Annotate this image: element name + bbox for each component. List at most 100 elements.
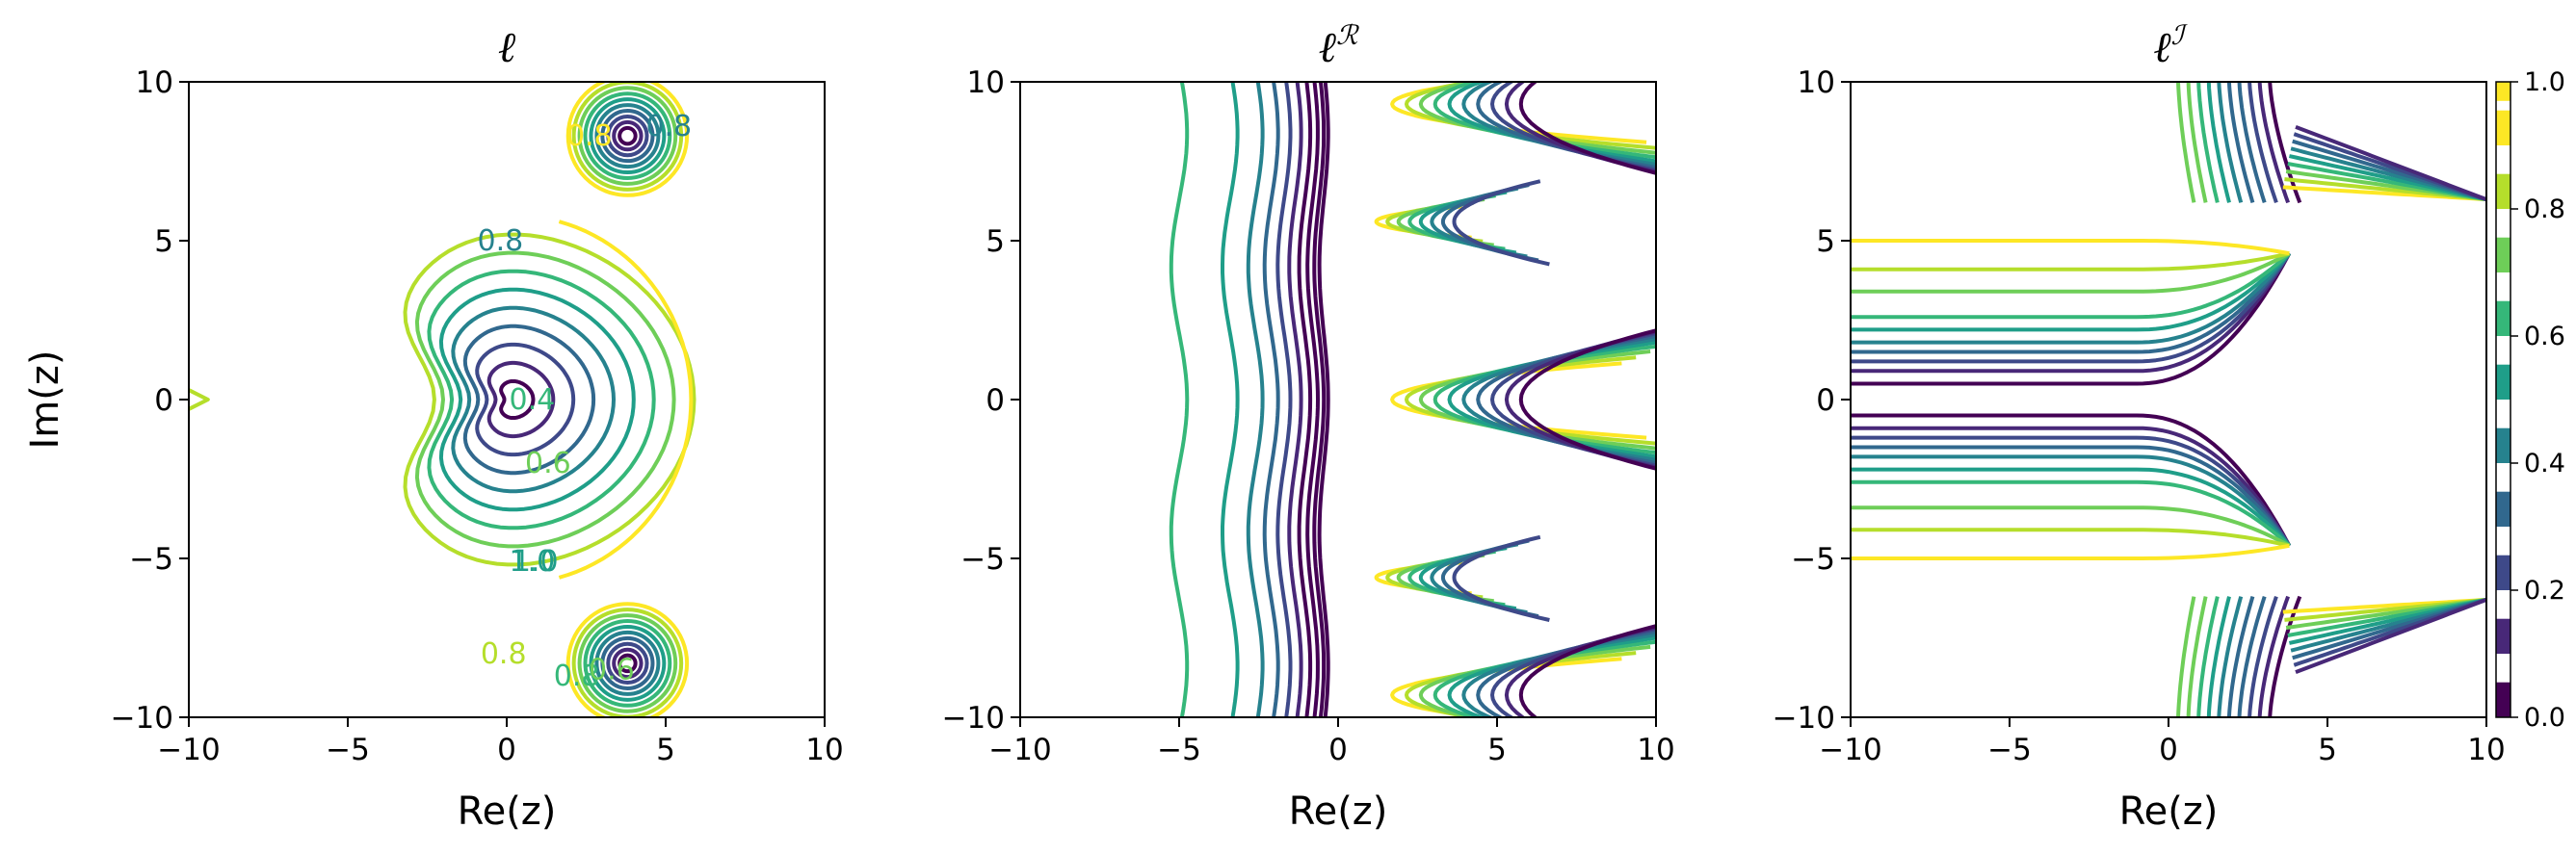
contour-line-fan <box>2247 82 2278 204</box>
contour-line-horizontal <box>1851 252 2292 364</box>
contour-line-0.4 <box>462 323 596 476</box>
colorbar-band <box>2496 618 2510 654</box>
contour-label: 0.6 <box>589 653 635 686</box>
x-tick-label: 5 <box>656 733 675 767</box>
x-tick-label: 10 <box>2467 733 2505 767</box>
contour-line-vertical <box>1317 82 1330 717</box>
contour-line-horizontal <box>1851 479 2291 548</box>
contour-line-lobe <box>565 82 690 197</box>
colorbar-band <box>2496 237 2510 272</box>
y-tick-label: −5 <box>1791 542 1835 577</box>
contour-line-vertical <box>1275 82 1293 717</box>
colorbar: 0.0 0.2 0.4 0.6 0.8 1.0 <box>2495 67 2565 733</box>
colorbar-tick-label: 1.0 <box>2524 67 2565 97</box>
contour-line-0.6 <box>438 287 636 512</box>
contour-line-edge <box>189 388 210 411</box>
contour-line-fan <box>2226 596 2255 717</box>
y-tick-label: 10 <box>1798 65 1835 100</box>
contour-line-fan <box>2206 596 2231 717</box>
contour-line-lobe <box>600 109 655 164</box>
y-tick-label: −5 <box>129 542 173 577</box>
colorbar-band <box>2496 682 2510 717</box>
y-tick-label: 0 <box>1816 383 1835 418</box>
contour-line-fan <box>2196 596 2220 717</box>
y-tick-label: 0 <box>986 383 1005 418</box>
y-tick-label: 5 <box>986 224 1005 259</box>
contour-line-horizontal <box>1851 454 2291 548</box>
y-tick-label: 5 <box>1816 224 1835 259</box>
colorbar-tick-label: 0.6 <box>2524 322 2565 351</box>
contour-line-lobe <box>589 624 667 702</box>
colorbar-band <box>2496 491 2510 527</box>
x-tick-label: 5 <box>2318 733 2337 767</box>
x-tick-label: 10 <box>1637 733 1674 767</box>
contour-line-horizontal <box>1851 413 2292 547</box>
colorbar-band <box>2496 427 2510 463</box>
colorbar-band <box>2496 364 2510 400</box>
contour-line-horizontal <box>1851 252 2292 374</box>
contour-line-0.7 <box>427 269 656 531</box>
contour-line-vertical <box>1312 82 1327 717</box>
contour-line-vertical <box>1305 82 1320 717</box>
contour-line-horizontal <box>1851 252 2292 386</box>
plot-frame-l <box>188 81 826 718</box>
contour-line-lobe <box>565 602 690 717</box>
contour-line-0.2 <box>486 360 556 439</box>
xlabel-li: Re(z) <box>2119 789 2219 834</box>
x-tick-label: 0 <box>497 733 516 767</box>
contour-line-lobe <box>594 103 661 169</box>
contour-line-lobe <box>612 119 644 152</box>
contour-line-sub <box>1452 179 1550 267</box>
x-tick-label: −10 <box>157 733 220 767</box>
contour-line-swoosh <box>2295 597 2486 674</box>
contour-line-horizontal <box>1851 426 2292 547</box>
contour-line-vertical <box>1262 82 1280 717</box>
x-tick-label: 5 <box>1487 733 1507 767</box>
colorbar-tick-label: 0.0 <box>2524 703 2565 733</box>
x-tick-label: −5 <box>1157 733 1201 767</box>
contour-line-horizontal <box>1851 505 2291 548</box>
contour-line-fan <box>2268 595 2302 717</box>
colorbar-tick-label: 0.2 <box>2524 576 2565 606</box>
contour-line-parabola <box>1518 624 1656 717</box>
contour-line-horizontal <box>1851 528 2290 548</box>
contour-line-horizontal <box>1851 435 2292 547</box>
contour-line-fan <box>2257 595 2290 717</box>
contour-line-0.3 <box>475 342 576 457</box>
axis-ticks-li: −10−10 −5 −5 0 0 5 5 10 10 <box>1773 65 2506 767</box>
contour-line-vertical <box>1169 82 1190 717</box>
title-lr: ℓℛ <box>1319 19 1359 72</box>
contour-lines-li <box>1851 82 2486 717</box>
contour-line-horizontal <box>1851 251 2291 320</box>
xlabel-l: Re(z) <box>458 789 557 834</box>
x-tick-label: −10 <box>988 733 1051 767</box>
contour-line-fan <box>2268 82 2302 204</box>
contour-line-vertical <box>1297 82 1313 717</box>
y-tick-label: −10 <box>1773 701 1835 736</box>
contour-line-fan <box>2237 82 2267 204</box>
contour-line-fan <box>2176 82 2196 203</box>
colorbar-tick-label: 0.4 <box>2524 449 2565 479</box>
colorbar-tick-label: 0.8 <box>2524 194 2565 224</box>
contour-line-horizontal <box>1851 239 2290 256</box>
contour-line-parabola <box>1461 82 1656 167</box>
colorbar-band <box>2496 110 2510 145</box>
contour-line-lobe <box>612 647 644 680</box>
xlabel-lr: Re(z) <box>1289 789 1388 834</box>
y-tick-label: −10 <box>942 701 1005 736</box>
contour-line-lobe <box>594 630 661 696</box>
contour-line-swoosh <box>2295 125 2486 202</box>
contour-line-fan <box>2186 596 2208 717</box>
panel-lr: −10−10 −5 −5 0 0 5 5 10 10 ℓℛ Re(z) <box>942 19 1675 834</box>
contour-line-horizontal <box>1851 252 2292 354</box>
contour-line-0.9 <box>403 232 697 567</box>
contour-lines-lr <box>1169 82 1656 717</box>
colorbar-band <box>2496 555 2510 590</box>
contour-line-0.8 <box>414 250 676 549</box>
x-tick-label: 10 <box>805 733 843 767</box>
contour-line-horizontal <box>1851 543 2290 560</box>
contour-line-lobe <box>577 613 678 713</box>
contour-line-fan <box>2186 82 2208 203</box>
contour-line-lobe <box>618 653 638 674</box>
contour-line-parabola <box>1518 82 1656 175</box>
